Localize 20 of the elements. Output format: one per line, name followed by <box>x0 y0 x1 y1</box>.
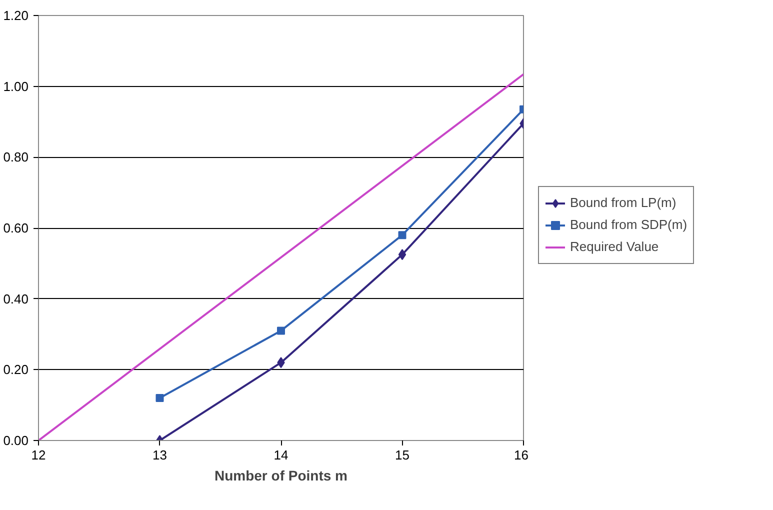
x-tick-label: 13 <box>152 448 167 462</box>
point <box>277 326 285 335</box>
y-tick-label: 0.60 <box>3 220 29 236</box>
x-axis-title: Number of Points m <box>214 468 348 484</box>
x-tick-label: 15 <box>395 448 410 462</box>
x-tick-label: 14 <box>274 448 288 462</box>
legend-label: Bound from SDP(m) <box>570 217 688 232</box>
y-tick-label: 0.80 <box>3 150 29 165</box>
x-tick-label: 12 <box>31 448 46 462</box>
y-tick-label: 0.20 <box>3 362 29 378</box>
y-tick-label: 1.20 <box>3 8 29 23</box>
x-tick-label: 16 <box>514 448 529 462</box>
legend-label: Required Value <box>570 239 659 254</box>
legend-label: Bound from LP(m) <box>570 195 676 210</box>
point <box>398 249 406 260</box>
point <box>156 394 164 402</box>
y-tick-label: 0.00 <box>3 433 29 448</box>
point <box>398 231 406 240</box>
y-tick-label: 0.40 <box>3 291 29 306</box>
y-tick-label: 1.00 <box>3 78 29 94</box>
